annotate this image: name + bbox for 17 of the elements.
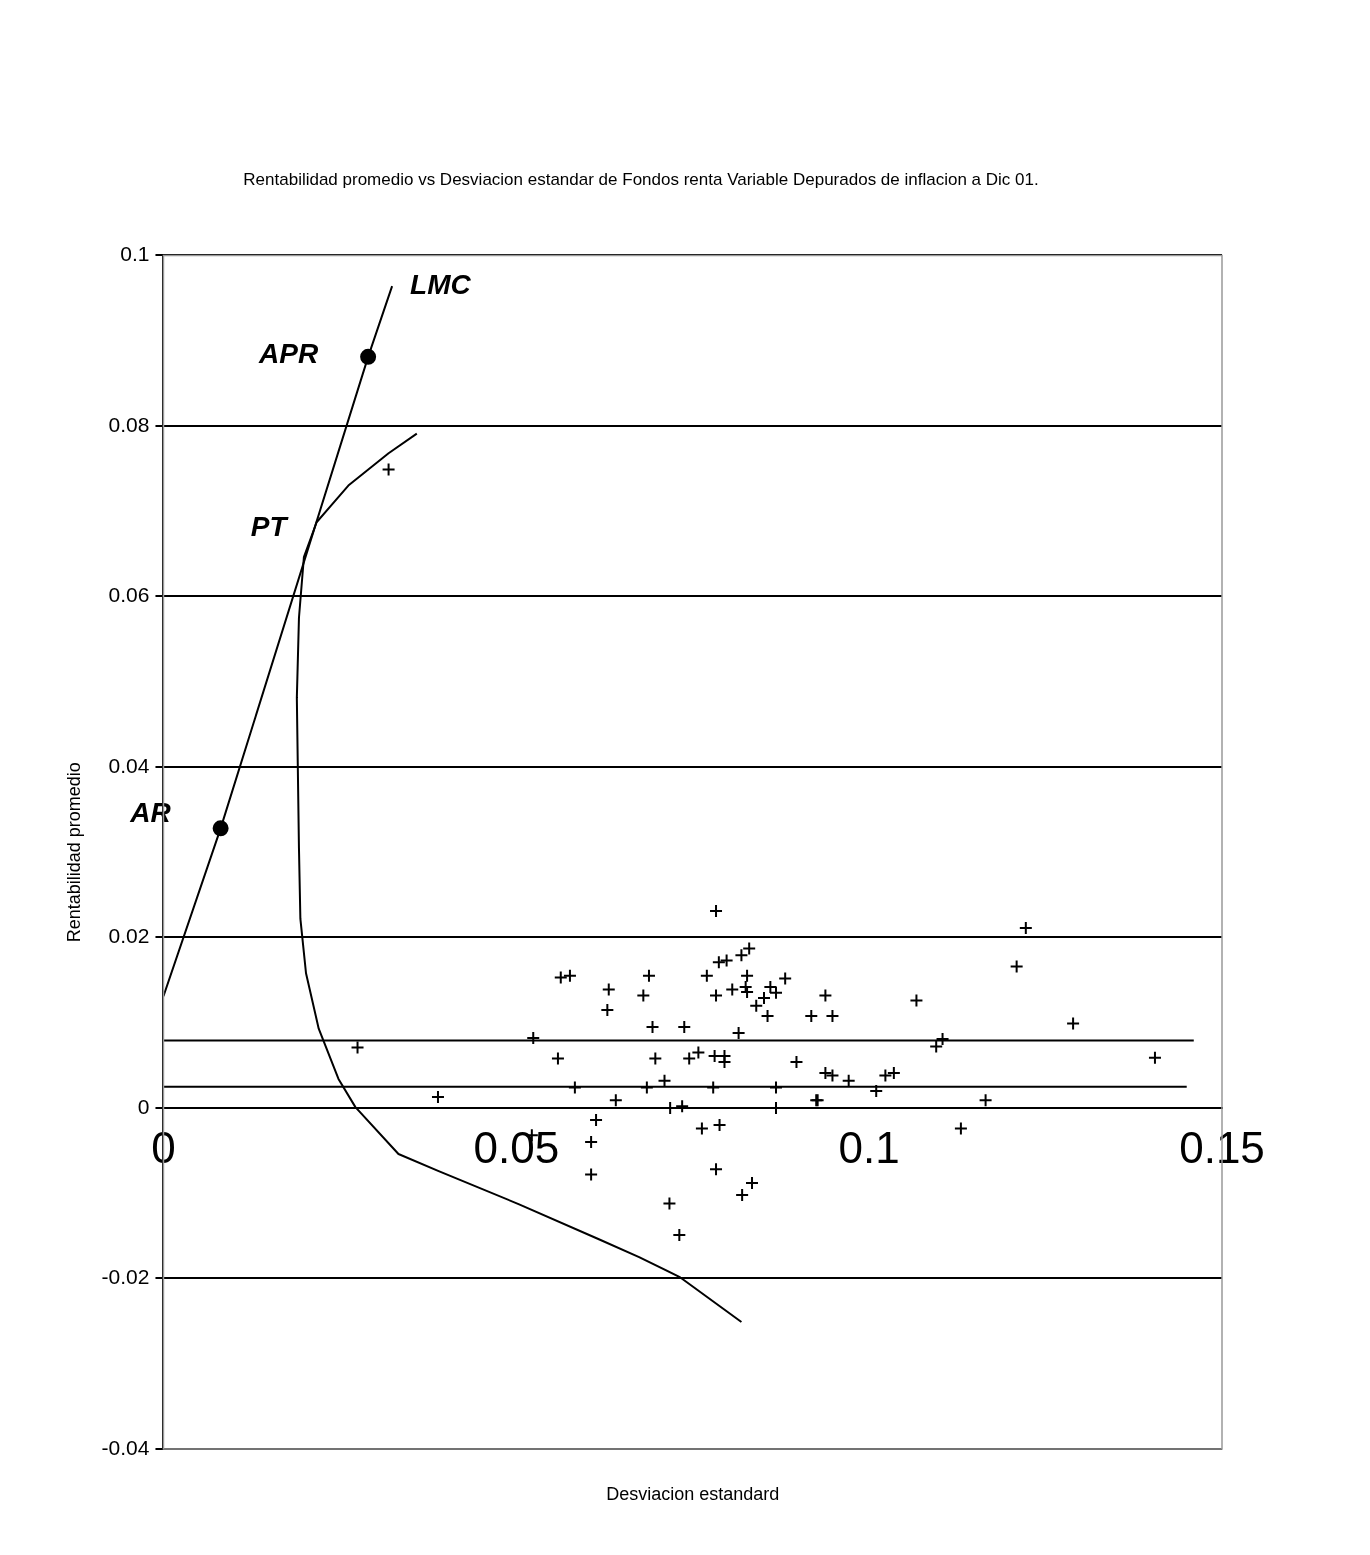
chart-title: Rentabilidad promedio vs Desviacion estandar de Fondos renta Variable Depurados de inflacion a Dic 01. (243, 169, 1039, 189)
y-tick-label: 0.1 (120, 242, 150, 266)
y-tick-label: -0.04 (101, 1435, 150, 1459)
y-tick-label: 0.08 (108, 412, 150, 436)
y-axis-title: Rentabilidad promedio (63, 762, 84, 943)
x-tick-label: 0.15 (1179, 1122, 1265, 1172)
annotation: LMC (410, 268, 472, 300)
x-tick-label: 0.05 (473, 1122, 560, 1172)
y-tick-label: 0.02 (108, 924, 150, 948)
annotation: APR (257, 337, 319, 369)
x-tick-label: 0.1 (838, 1122, 900, 1172)
y-tick-label: 0 (137, 1094, 150, 1118)
x-axis-title: Desviacion estandard (606, 1483, 780, 1504)
y-tick-label: -0.02 (101, 1265, 150, 1289)
y-tick-label: 0.06 (108, 583, 150, 607)
y-tick-label: 0.04 (108, 753, 150, 777)
annotation: PT (250, 511, 290, 543)
